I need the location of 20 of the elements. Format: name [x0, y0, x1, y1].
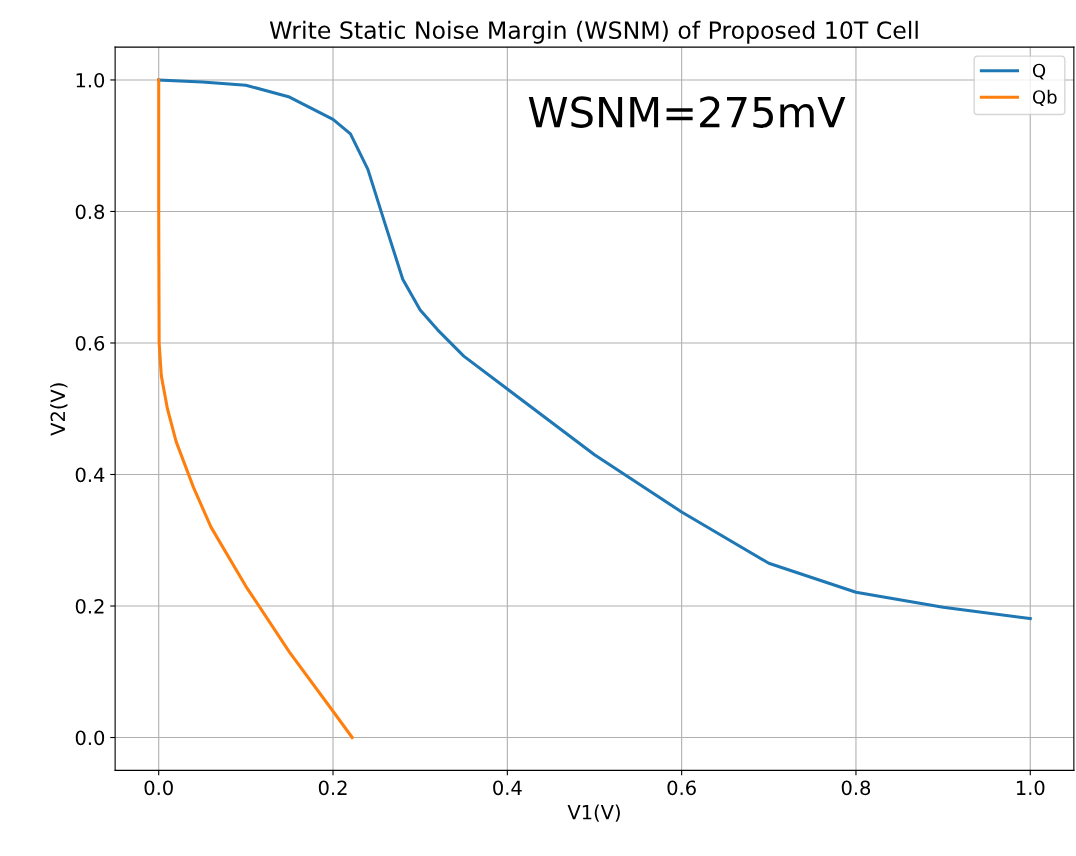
line-series	[157, 78, 354, 740]
y-tick-label: 0.6	[75, 335, 105, 351]
chart-title: Write Static Noise Margin (WSNM) of Proposed 10T Cell	[269, 20, 918, 44]
legend-label: Q	[1032, 63, 1046, 80]
x-tick-label: 0.4	[493, 780, 522, 796]
x-axis-title: V1(V)	[567, 804, 620, 822]
x-tick-label: 0.6	[667, 780, 696, 796]
x-tick-label: 1.0	[1016, 780, 1045, 796]
annotation: WSNM=275mV	[528, 96, 846, 128]
y-tick-label: 0.0	[75, 730, 105, 746]
y-axis-title: V2(V)	[50, 383, 68, 436]
legend-label: Qb	[1032, 89, 1057, 106]
x-tick-label: 0.2	[318, 780, 347, 796]
y-tick-label: 0.2	[75, 598, 104, 614]
y-tick-label: 0.4	[75, 467, 105, 483]
x-tick-label: 0.0	[144, 780, 173, 796]
line-series	[157, 78, 1032, 621]
y-tick-label: 0.8	[75, 204, 105, 220]
y-tick-label: 1.0	[76, 72, 105, 88]
x-tick-label: 0.8	[841, 780, 871, 796]
